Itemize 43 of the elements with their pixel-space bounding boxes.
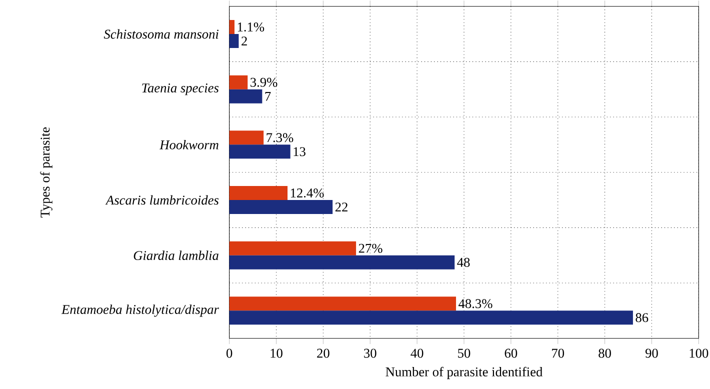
- data-label: 7.3%: [266, 133, 294, 142]
- x-axis-title: Number of parasite identified: [386, 366, 543, 380]
- y-tick-label: Entamoeba histolytica/dispar: [61, 304, 219, 317]
- bar: [229, 34, 239, 48]
- bar: [229, 241, 356, 256]
- x-tick-label: 70: [552, 348, 564, 358]
- data-label: 13: [294, 147, 306, 156]
- bar: [229, 20, 234, 34]
- data-label: 3.9%: [250, 78, 278, 87]
- bar: [229, 296, 456, 311]
- data-label: 48: [457, 258, 470, 267]
- bar: [229, 186, 288, 200]
- x-tick-label: 100: [690, 348, 708, 358]
- x-tick-label: 40: [410, 348, 424, 358]
- y-tick-label: Giardia lamblia: [134, 250, 218, 260]
- bar: [229, 89, 262, 104]
- x-tick-label: 80: [598, 348, 611, 358]
- data-label: 12.4%: [290, 188, 324, 198]
- data-label: 22: [335, 202, 348, 212]
- data-label: 1.1%: [238, 22, 264, 32]
- x-tick-label: 10: [270, 348, 282, 358]
- y-tick-label: Ascaris lumbricoides: [105, 195, 219, 205]
- y-tick-label: Taenia species: [142, 84, 219, 96]
- data-label: 2: [242, 36, 247, 46]
- x-tick-label: 50: [458, 348, 470, 358]
- data-label: 27%: [358, 244, 382, 253]
- x-tick-label: 20: [317, 348, 330, 358]
- bar: [229, 255, 455, 270]
- x-tick-label: 30: [364, 348, 376, 358]
- y-axis-title: Types of parasite: [40, 127, 52, 218]
- bar: [229, 310, 633, 325]
- bar: [229, 200, 333, 214]
- y-tick-label: Hookworm: [160, 140, 218, 150]
- bar: [229, 144, 290, 159]
- bar: [229, 75, 248, 90]
- x-tick-label: 90: [646, 348, 658, 358]
- x-tick-label: 0: [226, 348, 232, 358]
- data-label: 7: [265, 92, 271, 101]
- data-label: 48.3%: [458, 299, 492, 308]
- x-tick-label: 60: [504, 348, 518, 358]
- bar: [229, 130, 264, 145]
- data-label: 86: [636, 313, 648, 322]
- y-tick-label: Schistosoma mansoni: [104, 29, 219, 39]
